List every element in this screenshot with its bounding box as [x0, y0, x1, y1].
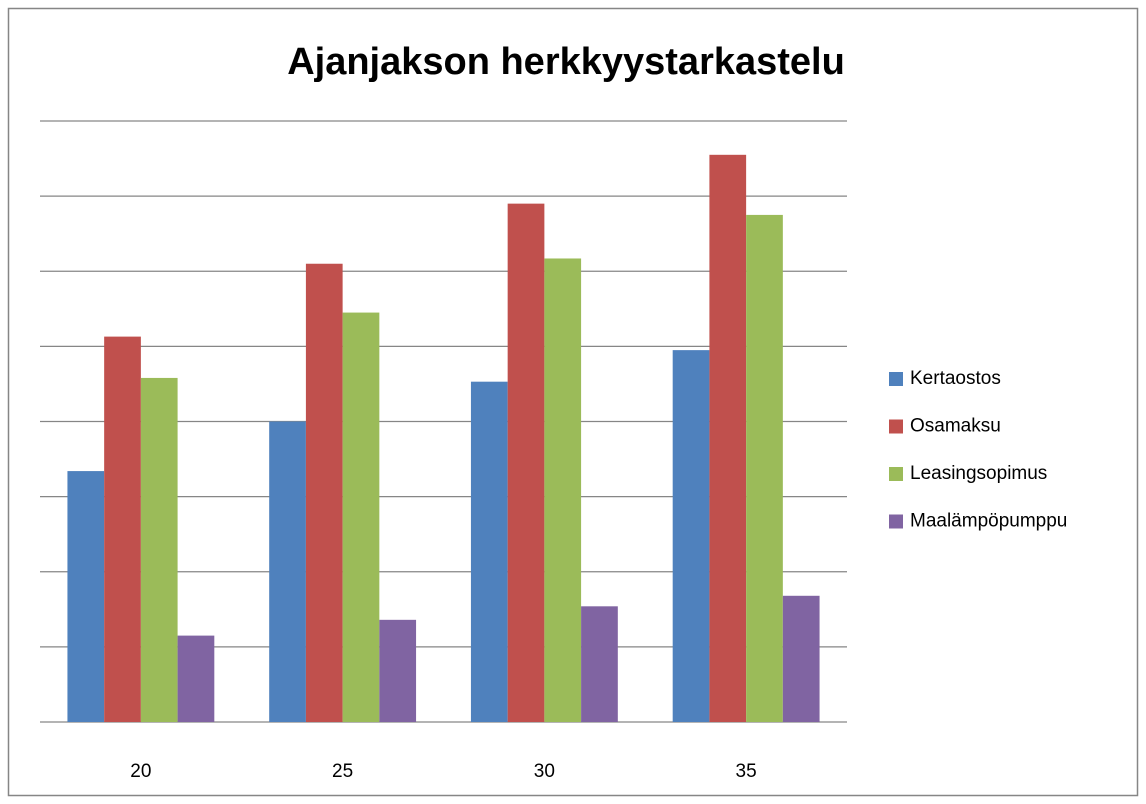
- x-tick-label: 30: [534, 761, 555, 782]
- legend-swatch: [889, 514, 903, 529]
- legend-swatch: [889, 372, 903, 386]
- bar: [379, 619, 417, 722]
- bar: [67, 471, 105, 722]
- bar: [177, 635, 215, 722]
- x-tick-label: 25: [332, 761, 353, 782]
- bar: [581, 606, 618, 722]
- legend-swatch: [889, 419, 903, 434]
- bar: [544, 258, 582, 722]
- bar: [672, 350, 710, 722]
- chart-title: Ajanjakson herkkyystarkastelu: [287, 41, 845, 83]
- bar: [507, 203, 545, 722]
- legend-label: Osamaksu: [910, 416, 1001, 437]
- bar: [782, 595, 820, 722]
- bar: [746, 214, 783, 722]
- legend-label: Kertaostos: [910, 368, 1001, 389]
- legend-label: Leasingsopimus: [910, 463, 1047, 484]
- bar: [305, 263, 343, 722]
- bar: [104, 336, 141, 722]
- bar: [342, 312, 380, 722]
- x-tick-label: 35: [736, 761, 757, 782]
- legend-label: Maalämpöpumppu: [910, 511, 1067, 532]
- bar: [269, 421, 306, 722]
- bar: [470, 381, 508, 722]
- legend-swatch: [889, 467, 903, 481]
- bar: [140, 377, 178, 722]
- bar: [709, 154, 747, 722]
- x-tick-label: 20: [130, 761, 151, 782]
